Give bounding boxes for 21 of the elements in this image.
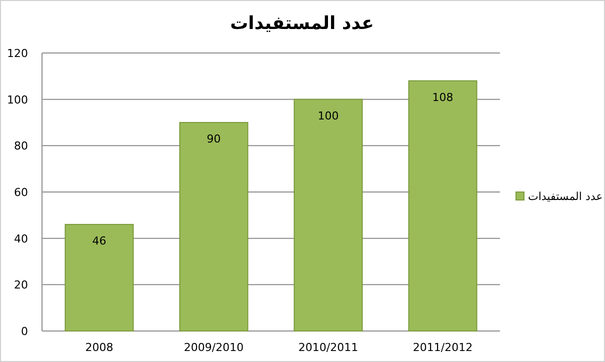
data-label: 100 — [318, 109, 339, 122]
bar — [408, 80, 478, 332]
data-label: 108 — [432, 90, 454, 104]
x-tick-label: 2010/2011 — [298, 341, 358, 354]
bar — [294, 98, 363, 332]
data-label: 46 — [92, 234, 106, 248]
x-tick-label: 2009/2010 — [184, 341, 244, 354]
data-label: 90 — [206, 132, 221, 146]
bar — [179, 122, 248, 332]
y-tick-label: 0 — [21, 325, 28, 338]
y-tick-label: 40 — [14, 232, 28, 246]
x-tick-label: 2008 — [85, 341, 114, 354]
legend-item: عدد المستفيدات — [516, 190, 603, 203]
bar — [64, 224, 134, 332]
y-tick-label: 60 — [14, 186, 28, 199]
y-tick-label: 80 — [14, 140, 28, 153]
x-tick-label: 2011/2012 — [412, 341, 473, 354]
y-tick-label: 100 — [7, 93, 28, 106]
chart-title: عدد المستفيدات — [230, 13, 374, 34]
y-tick-label: 20 — [14, 278, 28, 292]
y-tick-label: 120 — [7, 47, 28, 60]
